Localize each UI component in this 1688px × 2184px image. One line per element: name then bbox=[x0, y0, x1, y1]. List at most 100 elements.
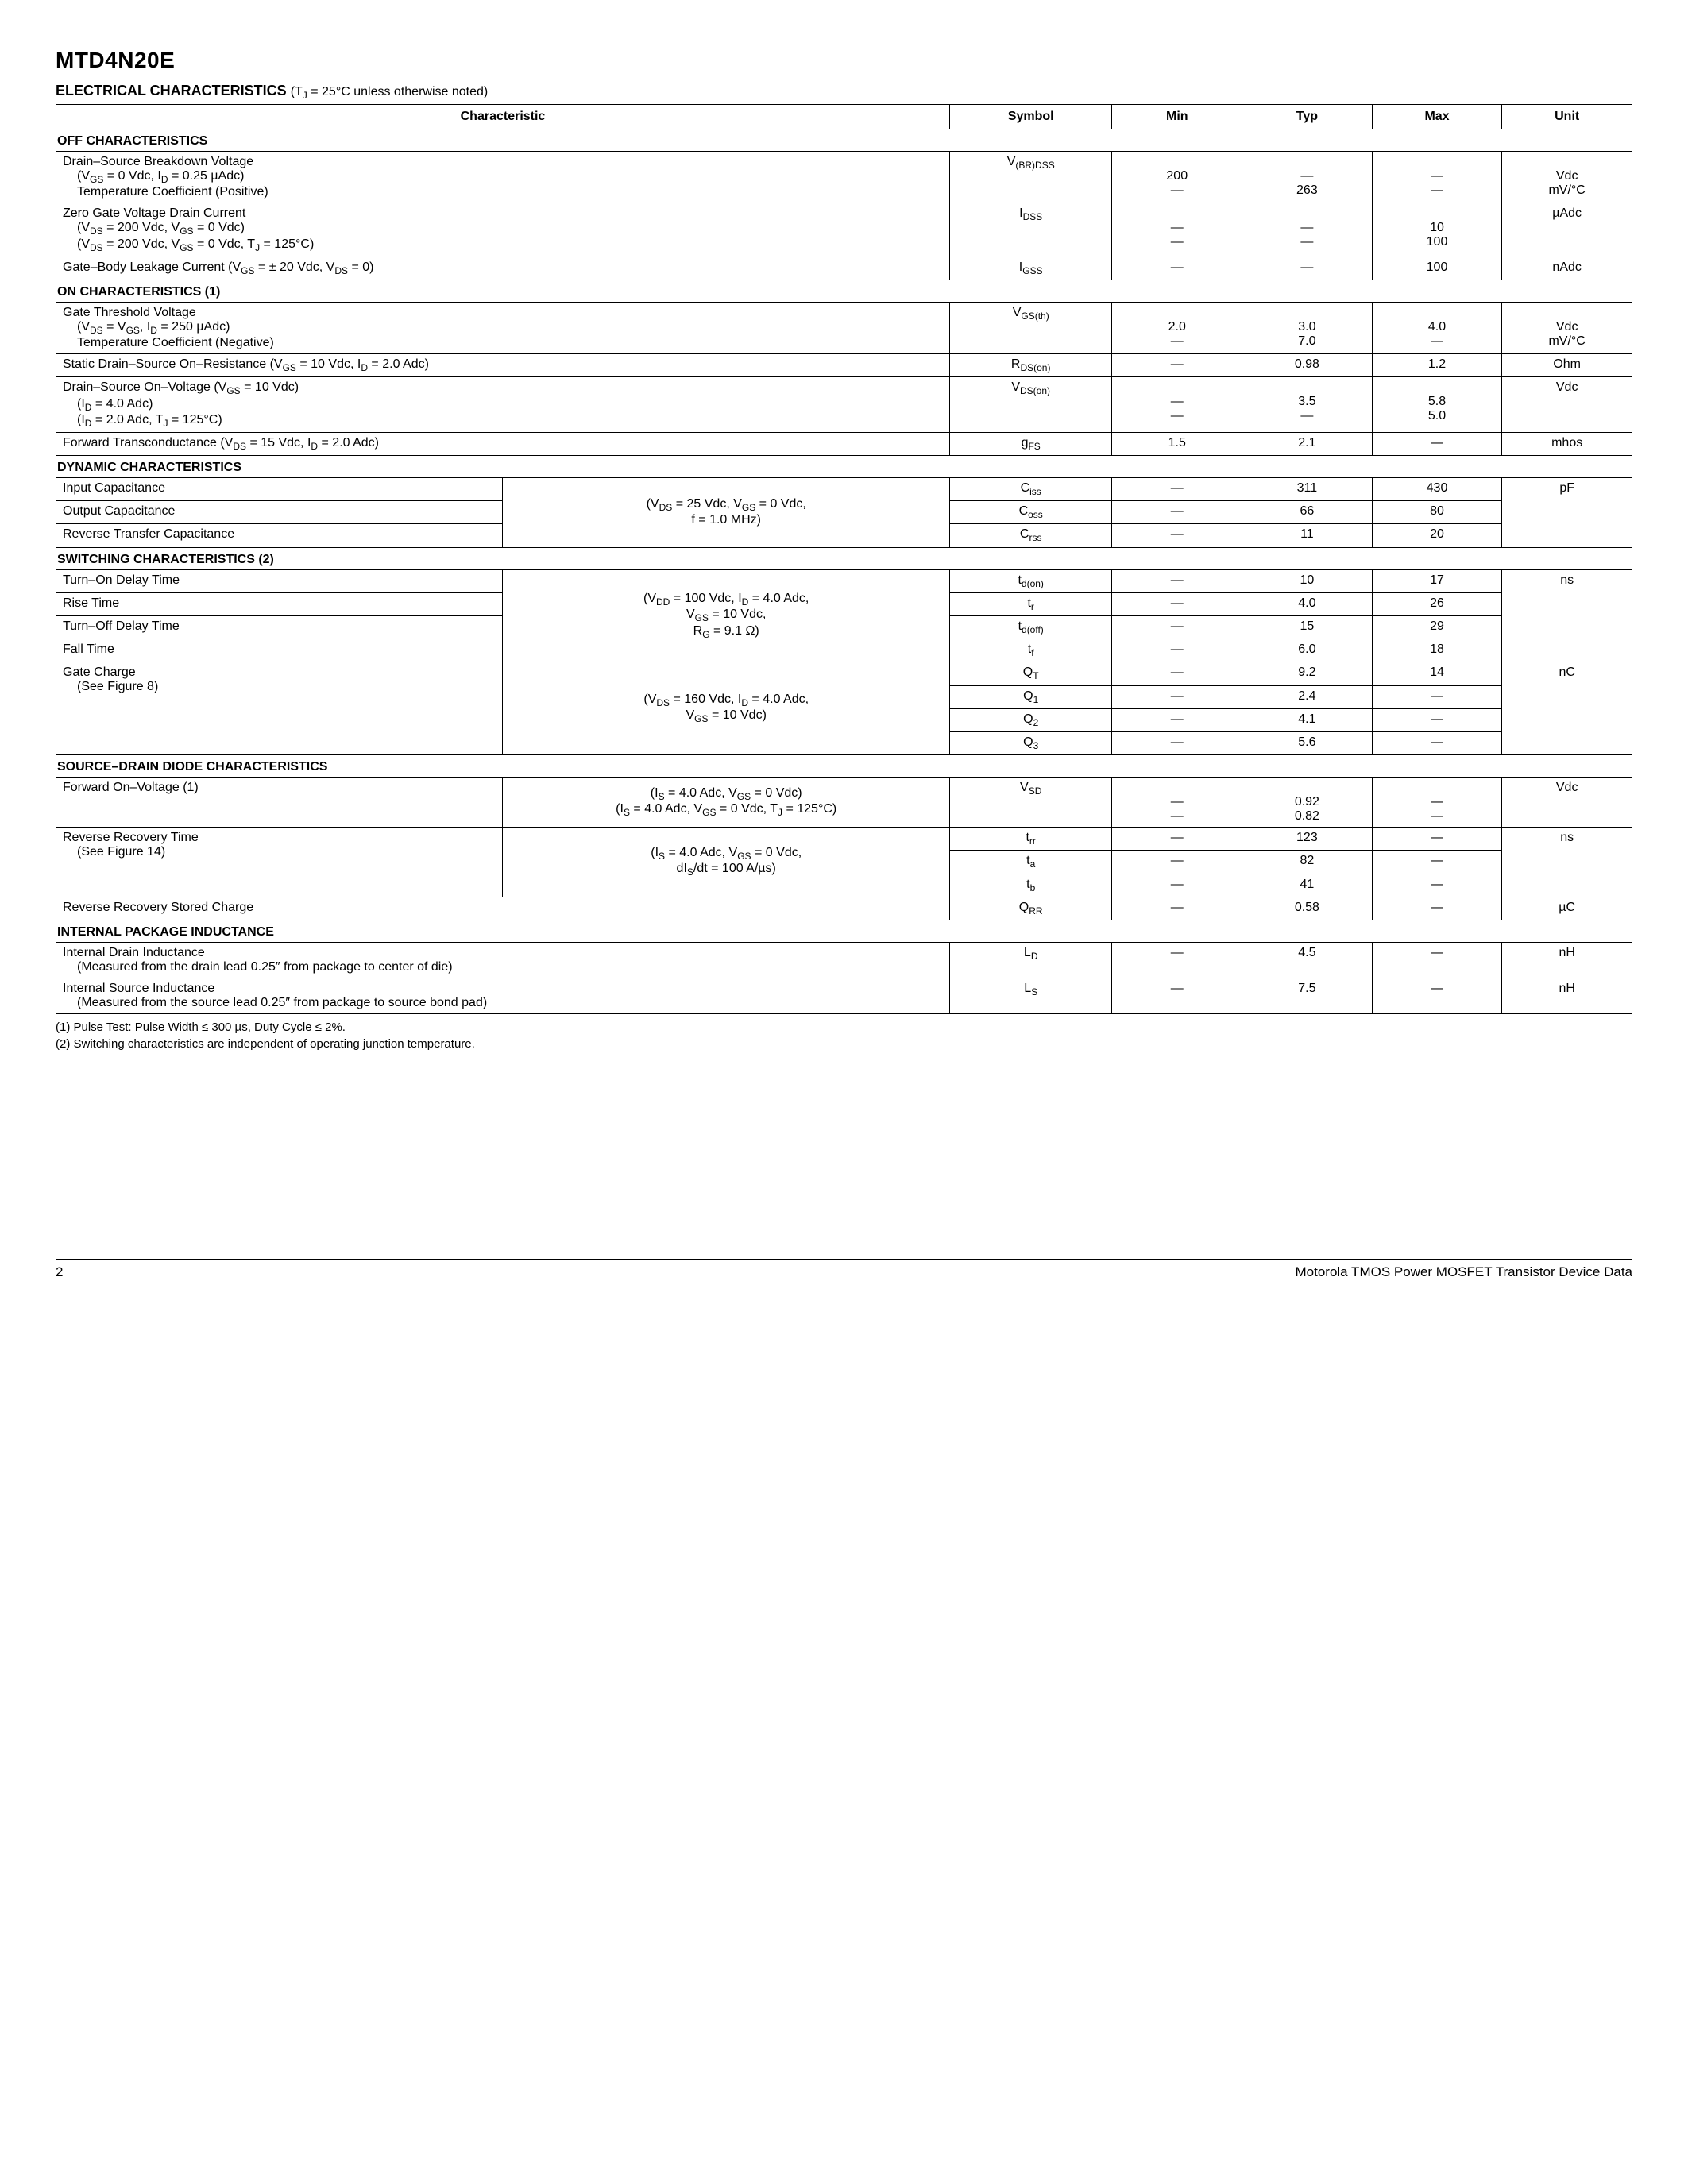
switching-table: Turn–On Delay Time (VDD = 100 Vdc, ID = … bbox=[56, 569, 1632, 756]
page-number: 2 bbox=[56, 1264, 63, 1280]
v: 311 bbox=[1242, 478, 1373, 501]
vsd-label: Forward On–Voltage (1) bbox=[56, 778, 503, 828]
section-title-text: ELECTRICAL CHARACTERISTICS bbox=[56, 83, 287, 98]
idss-unit: µAdc bbox=[1502, 203, 1632, 257]
group-on: ON CHARACTERISTICS (1) bbox=[56, 280, 1632, 302]
tdoff-symbol: td(off) bbox=[949, 616, 1112, 639]
igss-symbol: IGSS bbox=[949, 257, 1112, 280]
tb-symbol: tb bbox=[949, 874, 1112, 897]
header-row: Characteristic Symbol Min Typ Max Unit bbox=[56, 105, 1632, 129]
v: — bbox=[1431, 795, 1443, 808]
v: — bbox=[1171, 809, 1184, 823]
col-symbol: Symbol bbox=[949, 105, 1112, 129]
group-dynamic: DYNAMIC CHARACTERISTICS bbox=[56, 456, 1632, 477]
col-max: Max bbox=[1372, 105, 1502, 129]
v: 7.5 bbox=[1242, 978, 1373, 1013]
v: — bbox=[1372, 685, 1502, 708]
row-tdon: Turn–On Delay Time (VDD = 100 Vdc, ID = … bbox=[56, 569, 1632, 592]
v: — bbox=[1112, 478, 1242, 501]
v: — bbox=[1171, 235, 1184, 249]
idss-cond2: (VDS = 200 Vdc, VGS = 0 Vdc, TJ = 125°C) bbox=[63, 237, 943, 253]
v: — bbox=[1431, 809, 1443, 823]
crss-symbol: Crss bbox=[949, 524, 1112, 547]
v: (See Figure 14) bbox=[63, 845, 496, 859]
rr-unit: ns bbox=[1502, 828, 1632, 897]
v: 29 bbox=[1372, 616, 1502, 639]
v: Ohm bbox=[1502, 354, 1632, 377]
on-table: Gate Threshold Voltage (VDS = VGS, ID = … bbox=[56, 302, 1632, 456]
v: — bbox=[1242, 257, 1373, 280]
group-off: OFF CHARACTERISTICS bbox=[56, 129, 1632, 151]
trr-label: Reverse Recovery Time(See Figure 14) bbox=[56, 828, 503, 897]
v: — bbox=[1372, 897, 1502, 920]
v: nH bbox=[1502, 978, 1632, 1013]
ls-label: Internal Source Inductance bbox=[63, 982, 214, 995]
ciss-symbol: Ciss bbox=[949, 478, 1112, 501]
v: — bbox=[1171, 183, 1184, 197]
v: — bbox=[1112, 662, 1242, 685]
v: 10 bbox=[1242, 569, 1373, 592]
cap-unit: pF bbox=[1502, 478, 1632, 548]
v: mV/°C bbox=[1548, 334, 1585, 348]
igss-label: Gate–Body Leakage Current (VGS = ± 20 Vd… bbox=[56, 257, 950, 280]
part-number: MTD4N20E bbox=[56, 48, 1632, 73]
tf-label: Fall Time bbox=[56, 639, 503, 662]
qrr-label: Reverse Recovery Stored Charge bbox=[56, 897, 950, 920]
trr-symbol: trr bbox=[949, 828, 1112, 851]
coss-label: Output Capacitance bbox=[56, 501, 503, 524]
v: 26 bbox=[1372, 592, 1502, 615]
v: 3.0 bbox=[1298, 320, 1315, 334]
v: 17 bbox=[1372, 569, 1502, 592]
v: — bbox=[1112, 354, 1242, 377]
row-ciss: Input Capacitance (VDS = 25 Vdc, VGS = 0… bbox=[56, 478, 1632, 501]
v: 14 bbox=[1372, 662, 1502, 685]
section-title-cond: (TJ = 25°C unless otherwise noted) bbox=[291, 85, 489, 98]
v: 0.82 bbox=[1295, 809, 1319, 823]
vsd-cond: (IS = 4.0 Adc, VGS = 0 Vdc)(IS = 4.0 Adc… bbox=[503, 778, 949, 828]
group-switching: SWITCHING CHARACTERISTICS (2) bbox=[56, 548, 1632, 569]
rdson-label: Static Drain–Source On–Resistance (VGS =… bbox=[56, 354, 950, 377]
sw-cond: (VDD = 100 Vdc, ID = 4.0 Adc,VGS = 10 Vd… bbox=[503, 569, 949, 662]
v: 4.0 bbox=[1242, 592, 1373, 615]
v: Vdc bbox=[1556, 320, 1578, 334]
v: 0.98 bbox=[1242, 354, 1373, 377]
v: 0.92 bbox=[1295, 795, 1319, 808]
vdson-symbol: VDS(on) bbox=[949, 377, 1112, 433]
v: 5.6 bbox=[1242, 731, 1373, 754]
v: — bbox=[1112, 616, 1242, 639]
bvdss-symbol: V(BR)DSS bbox=[949, 152, 1112, 203]
page-footer: 2 Motorola TMOS Power MOSFET Transistor … bbox=[56, 1259, 1632, 1280]
v: nH bbox=[1502, 942, 1632, 978]
ls-symbol: LS bbox=[949, 978, 1112, 1013]
v: 10 bbox=[1430, 221, 1444, 234]
coss-symbol: Coss bbox=[949, 501, 1112, 524]
v: — bbox=[1372, 432, 1502, 455]
v: 82 bbox=[1242, 851, 1373, 874]
row-rdson: Static Drain–Source On–Resistance (VGS =… bbox=[56, 354, 1632, 377]
q-unit: nC bbox=[1502, 662, 1632, 755]
group-diode: SOURCE–DRAIN DIODE CHARACTERISTICS bbox=[56, 755, 1632, 777]
v: — bbox=[1300, 221, 1313, 234]
row-vsd: Forward On–Voltage (1) (IS = 4.0 Adc, VG… bbox=[56, 778, 1632, 828]
v: — bbox=[1300, 235, 1313, 249]
v: — bbox=[1112, 897, 1242, 920]
col-min: Min bbox=[1112, 105, 1242, 129]
ld-note: (Measured from the drain lead 0.25″ from… bbox=[63, 960, 943, 974]
vgsth-cond1: (VDS = VGS, ID = 250 µAdc) bbox=[63, 320, 943, 336]
q3-symbol: Q3 bbox=[949, 731, 1112, 754]
vdson-cond2: (ID = 2.0 Adc, TJ = 125°C) bbox=[63, 413, 943, 429]
q1-symbol: Q1 bbox=[949, 685, 1112, 708]
row-vdson: Drain–Source On–Voltage (VGS = 10 Vdc) (… bbox=[56, 377, 1632, 433]
col-characteristic: Characteristic bbox=[56, 105, 950, 129]
ld-symbol: LD bbox=[949, 942, 1112, 978]
v: 11 bbox=[1242, 524, 1373, 547]
v: 9.2 bbox=[1242, 662, 1373, 685]
v: 2.0 bbox=[1168, 320, 1186, 334]
inductance-table: Internal Drain Inductance(Measured from … bbox=[56, 942, 1632, 1014]
ciss-label: Input Capacitance bbox=[56, 478, 503, 501]
v: mhos bbox=[1502, 432, 1632, 455]
v: — bbox=[1112, 942, 1242, 978]
v: — bbox=[1112, 874, 1242, 897]
crss-label: Reverse Transfer Capacitance bbox=[56, 524, 503, 547]
row-qt: Gate Charge(See Figure 8) (VDS = 160 Vdc… bbox=[56, 662, 1632, 685]
